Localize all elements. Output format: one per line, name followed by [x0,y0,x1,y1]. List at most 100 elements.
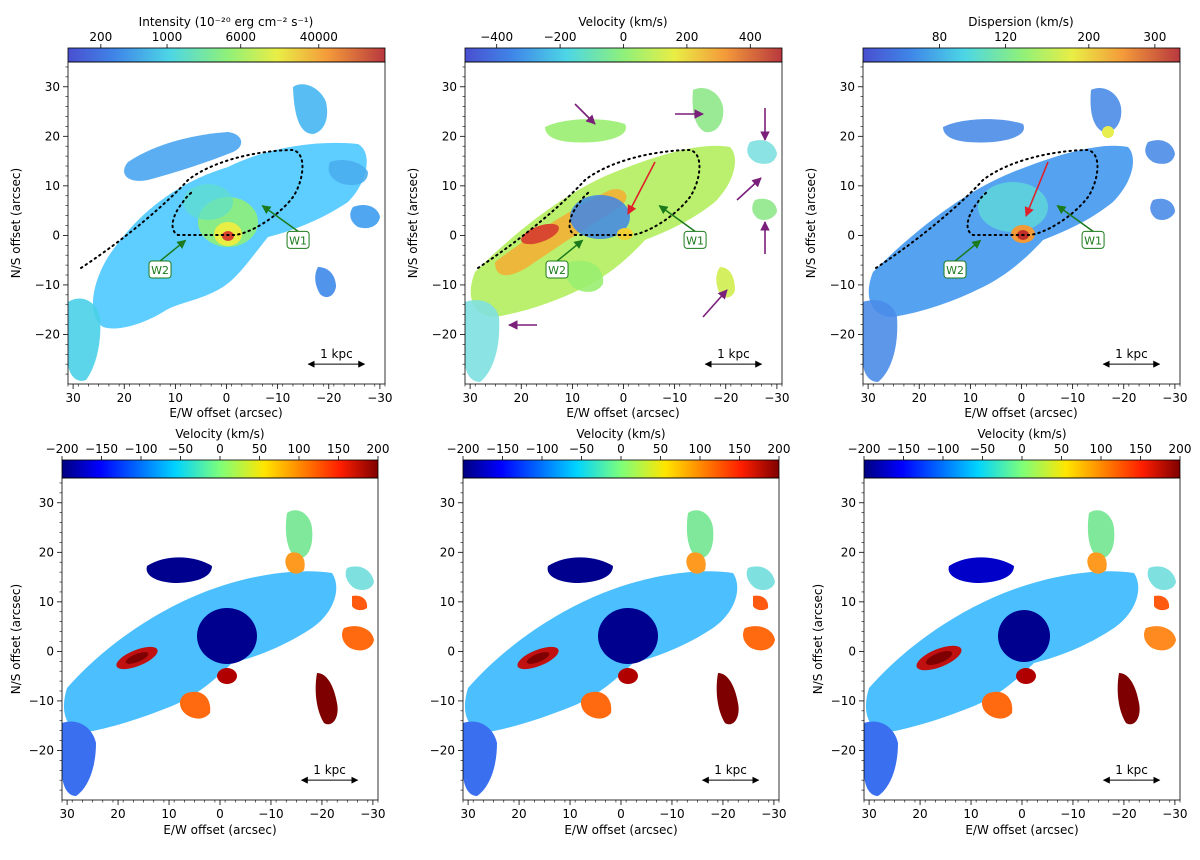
y-tick-label: −20 [432,327,457,341]
y-tick-label: 30 [840,80,855,94]
x-axis-ticks: 30 20 10 0 −10 −20 −30 [860,384,1188,405]
x-tick-label: −30 [761,807,786,821]
x-tick-label: 20 [117,391,132,405]
scalebar: 1 kpc [300,763,359,784]
x-tick-label: −10 [1060,391,1085,405]
colorbar-tick-label: 0 [617,442,625,456]
y-axis-label: N/S offset (arcsec) [811,584,825,694]
y-tick-label: 10 [841,595,856,609]
y-tick-label: 10 [840,179,855,193]
scalebar: 1 kpc [704,347,763,368]
x-tick-label: −30 [764,391,789,405]
annotation-arrow [954,239,982,262]
colorbar-ticks: −200 −150 −100 −50 0 50 100 150 200 [447,442,790,460]
x-tick-label: 10 [161,807,176,821]
y-tick-label: 20 [440,545,455,559]
x-tick-label: 20 [511,807,526,821]
x-tick-label: −20 [309,807,334,821]
x-axis-ticks: 30 20 10 0 −10 −20 −30 [59,800,386,821]
y-tick-label: 10 [39,595,54,609]
y-tick-label: −10 [29,694,54,708]
x-tick-label: 20 [912,391,927,405]
dotted-outflow-path [875,148,1099,269]
y-tick-label: 20 [442,129,457,143]
colorbar-tick-label: 200 [89,30,112,44]
y-tick-label: 30 [841,496,856,510]
annotation-label: W2 [946,264,964,277]
map-image [68,84,380,381]
colorbar-tick-label: 200 [367,442,390,456]
x-tick-label: 30 [860,391,875,405]
colorbar-tick-label: −50 [168,442,193,456]
panel-intensity: 200 1000 6000 40000 Intensity (10⁻²⁰ erg cm… [9,15,393,420]
x-tick-label: 0 [1018,391,1026,405]
x-tick-label: 0 [617,807,625,821]
colorbar-tick-label: 150 [327,442,350,456]
map-image [465,87,777,382]
purple-arrows [508,103,770,330]
annotation-arrow [261,205,299,232]
x-tick-label: 30 [59,807,74,821]
scalebar-label: 1 kpc [1115,347,1148,361]
x-tick-label: 10 [562,807,577,821]
colorbar [67,47,386,63]
map-image [864,510,1176,796]
annotation-box [1081,230,1105,249]
y-tick-label: −20 [430,743,455,757]
scalebar-label: 1 kpc [714,763,747,777]
colorbar-tick-label: 0 [620,30,628,44]
y-tick-label: −10 [430,694,455,708]
colorbar-ticks: −200 −150 −100 −50 0 50 100 150 200 [46,442,390,460]
x-axis-label: E/W offset (arcsec) [169,406,282,420]
y-tick-label: 30 [442,80,457,94]
y-tick-label: 20 [39,545,54,559]
x-axis-label: E/W offset (arcsec) [566,406,679,420]
annotation-arrow [1056,205,1094,232]
colorbar [464,47,783,63]
colorbar-tick-label: 300 [1143,30,1166,44]
x-tick-label: −30 [1162,391,1187,405]
colorbar-label: Dispersion (km/s) [968,15,1073,29]
colorbar-label: Velocity (km/s) [578,15,667,29]
y-tick-label: 0 [46,644,54,658]
scalebar: 1 kpc [1102,763,1161,784]
y-tick-label: 10 [45,179,60,193]
colorbar [61,459,379,479]
x-tick-label: 20 [514,391,529,405]
x-tick-label: −10 [1060,807,1085,821]
colorbar-tick-label: −200 [848,442,881,456]
colorbar-tick-label: −400 [480,30,513,44]
x-tick-label: −20 [1111,807,1136,821]
colorbar-tick-label: 200 [1169,442,1192,456]
x-tick-label: 10 [168,391,183,405]
panel-dispersion: 80 120 200 300 Dispersion (km/s) 30 20 10 0 −10… [804,15,1188,420]
colorbar-ticks: 80 120 200 300 [932,30,1166,48]
map-image [62,510,374,796]
y-tick-label: 30 [440,496,455,510]
x-axis-ticks: 30 20 10 0 −10 −20 −30 [861,800,1188,821]
dotted-outflow-path [477,148,701,269]
x-tick-label: 0 [1018,807,1026,821]
colorbar-tick-label: 80 [932,30,947,44]
colorbar-tick-label: 50 [653,442,668,456]
colorbar-tick-label: −50 [569,442,594,456]
scalebar: 1 kpc [307,347,366,368]
colorbar-tick-label: 400 [739,30,762,44]
annotations: W1 W2 [943,205,1105,279]
scalebar: 1 kpc [701,763,760,784]
scalebar-label: 1 kpc [1115,763,1148,777]
x-tick-label: −30 [367,391,392,405]
colorbar-tick-label: −200 [46,442,79,456]
colorbar-tick-label: 150 [728,442,751,456]
y-tick-label: −10 [830,278,855,292]
colorbar-tick-label: −200 [447,442,480,456]
colorbar-label: Velocity (km/s) [175,427,264,441]
y-tick-label: 0 [848,644,856,658]
x-tick-label: 0 [216,807,224,821]
y-tick-label: 0 [847,228,855,242]
colorbar-tick-label: 120 [994,30,1017,44]
scalebar-label: 1 kpc [717,347,750,361]
x-tick-label: −30 [360,807,385,821]
y-tick-label: 20 [841,545,856,559]
colorbar-tick-label: −100 [927,442,960,456]
